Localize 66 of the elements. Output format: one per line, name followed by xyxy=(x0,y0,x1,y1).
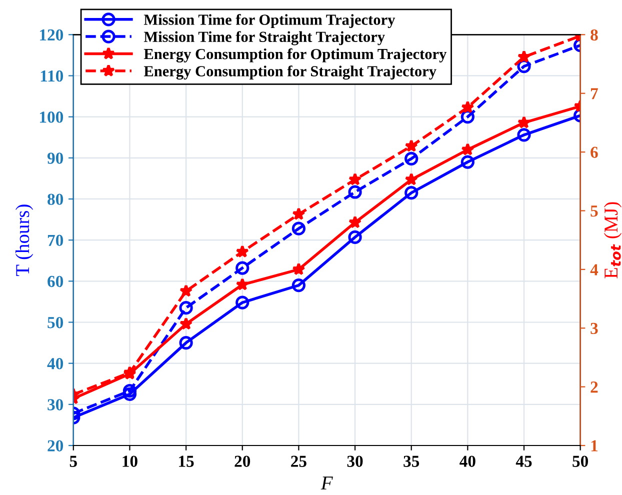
point xyxy=(517,116,531,128)
point xyxy=(292,278,306,292)
y2-tick-label: 4 xyxy=(590,264,598,276)
point xyxy=(404,172,418,186)
legend-label: Energy Consumption for Optimum Trajectory xyxy=(144,48,447,62)
y-tick-label: 90 xyxy=(47,152,64,164)
point xyxy=(180,284,193,297)
point xyxy=(348,230,362,244)
point xyxy=(348,172,362,186)
y-tick-label: 20 xyxy=(48,440,64,452)
y-tick-label: 50 xyxy=(48,316,64,328)
point xyxy=(404,139,418,152)
x-axis-title: F xyxy=(320,476,333,490)
point xyxy=(292,222,306,236)
y-tick-label: 100 xyxy=(40,112,64,123)
point xyxy=(122,384,137,398)
y2-tick-label: 6 xyxy=(590,146,598,158)
point xyxy=(348,216,362,228)
point xyxy=(404,152,418,166)
point xyxy=(404,186,418,200)
x-tick-label: 45 xyxy=(516,456,532,467)
point xyxy=(460,155,474,169)
x-tick-label: 30 xyxy=(347,456,363,467)
x-tick-label: 10 xyxy=(122,456,138,467)
y2-tick-label: 2 xyxy=(590,382,598,393)
point xyxy=(348,185,362,199)
point xyxy=(460,110,474,124)
point xyxy=(236,245,249,258)
x-tick-label: 40 xyxy=(460,456,476,467)
point xyxy=(236,278,249,290)
x-tick-label: 25 xyxy=(291,456,306,467)
y-tick-label: 120 xyxy=(40,29,64,41)
y2-tick-label: 7 xyxy=(591,88,598,100)
point xyxy=(517,59,531,74)
y-tick-label: 60 xyxy=(48,276,64,288)
point xyxy=(517,50,531,63)
point xyxy=(292,207,306,220)
y2-tick-label: 8 xyxy=(590,29,598,41)
point xyxy=(236,261,250,275)
y-axis-title: T (hours) xyxy=(15,204,34,276)
legend-label: Mission Time for Optimum Trajectory xyxy=(144,14,396,28)
point xyxy=(517,128,531,142)
y-tick-label: 40 xyxy=(47,358,64,370)
legend-label: Mission Time for Straight Trajectory xyxy=(144,31,385,46)
x-tick-label: 35 xyxy=(404,456,420,467)
y-tick-label: 80 xyxy=(48,194,64,205)
y2-tick-label: 3 xyxy=(590,322,598,334)
point xyxy=(179,336,193,350)
point xyxy=(179,301,193,315)
x-tick-label: 5 xyxy=(70,456,77,467)
point xyxy=(180,317,193,330)
point xyxy=(236,296,250,310)
x-tick-label: 20 xyxy=(234,456,250,467)
x-tick-label: 50 xyxy=(572,456,588,467)
y2-tick-label: 1 xyxy=(591,440,598,452)
y-tick-label: 30 xyxy=(48,399,64,410)
point xyxy=(461,142,474,156)
x-tick-label: 15 xyxy=(179,456,194,467)
point xyxy=(292,262,306,276)
y-tick-label: 70 xyxy=(48,234,64,246)
y2-axis-title: E$_{tot}$ (MJ) xyxy=(604,202,622,278)
y-tick-label: 110 xyxy=(40,70,64,82)
point xyxy=(122,387,137,401)
point xyxy=(461,100,474,114)
y2-tick-label: 5 xyxy=(590,206,598,217)
legend-label: Energy Consumption for Straight Trajectory xyxy=(144,65,436,80)
